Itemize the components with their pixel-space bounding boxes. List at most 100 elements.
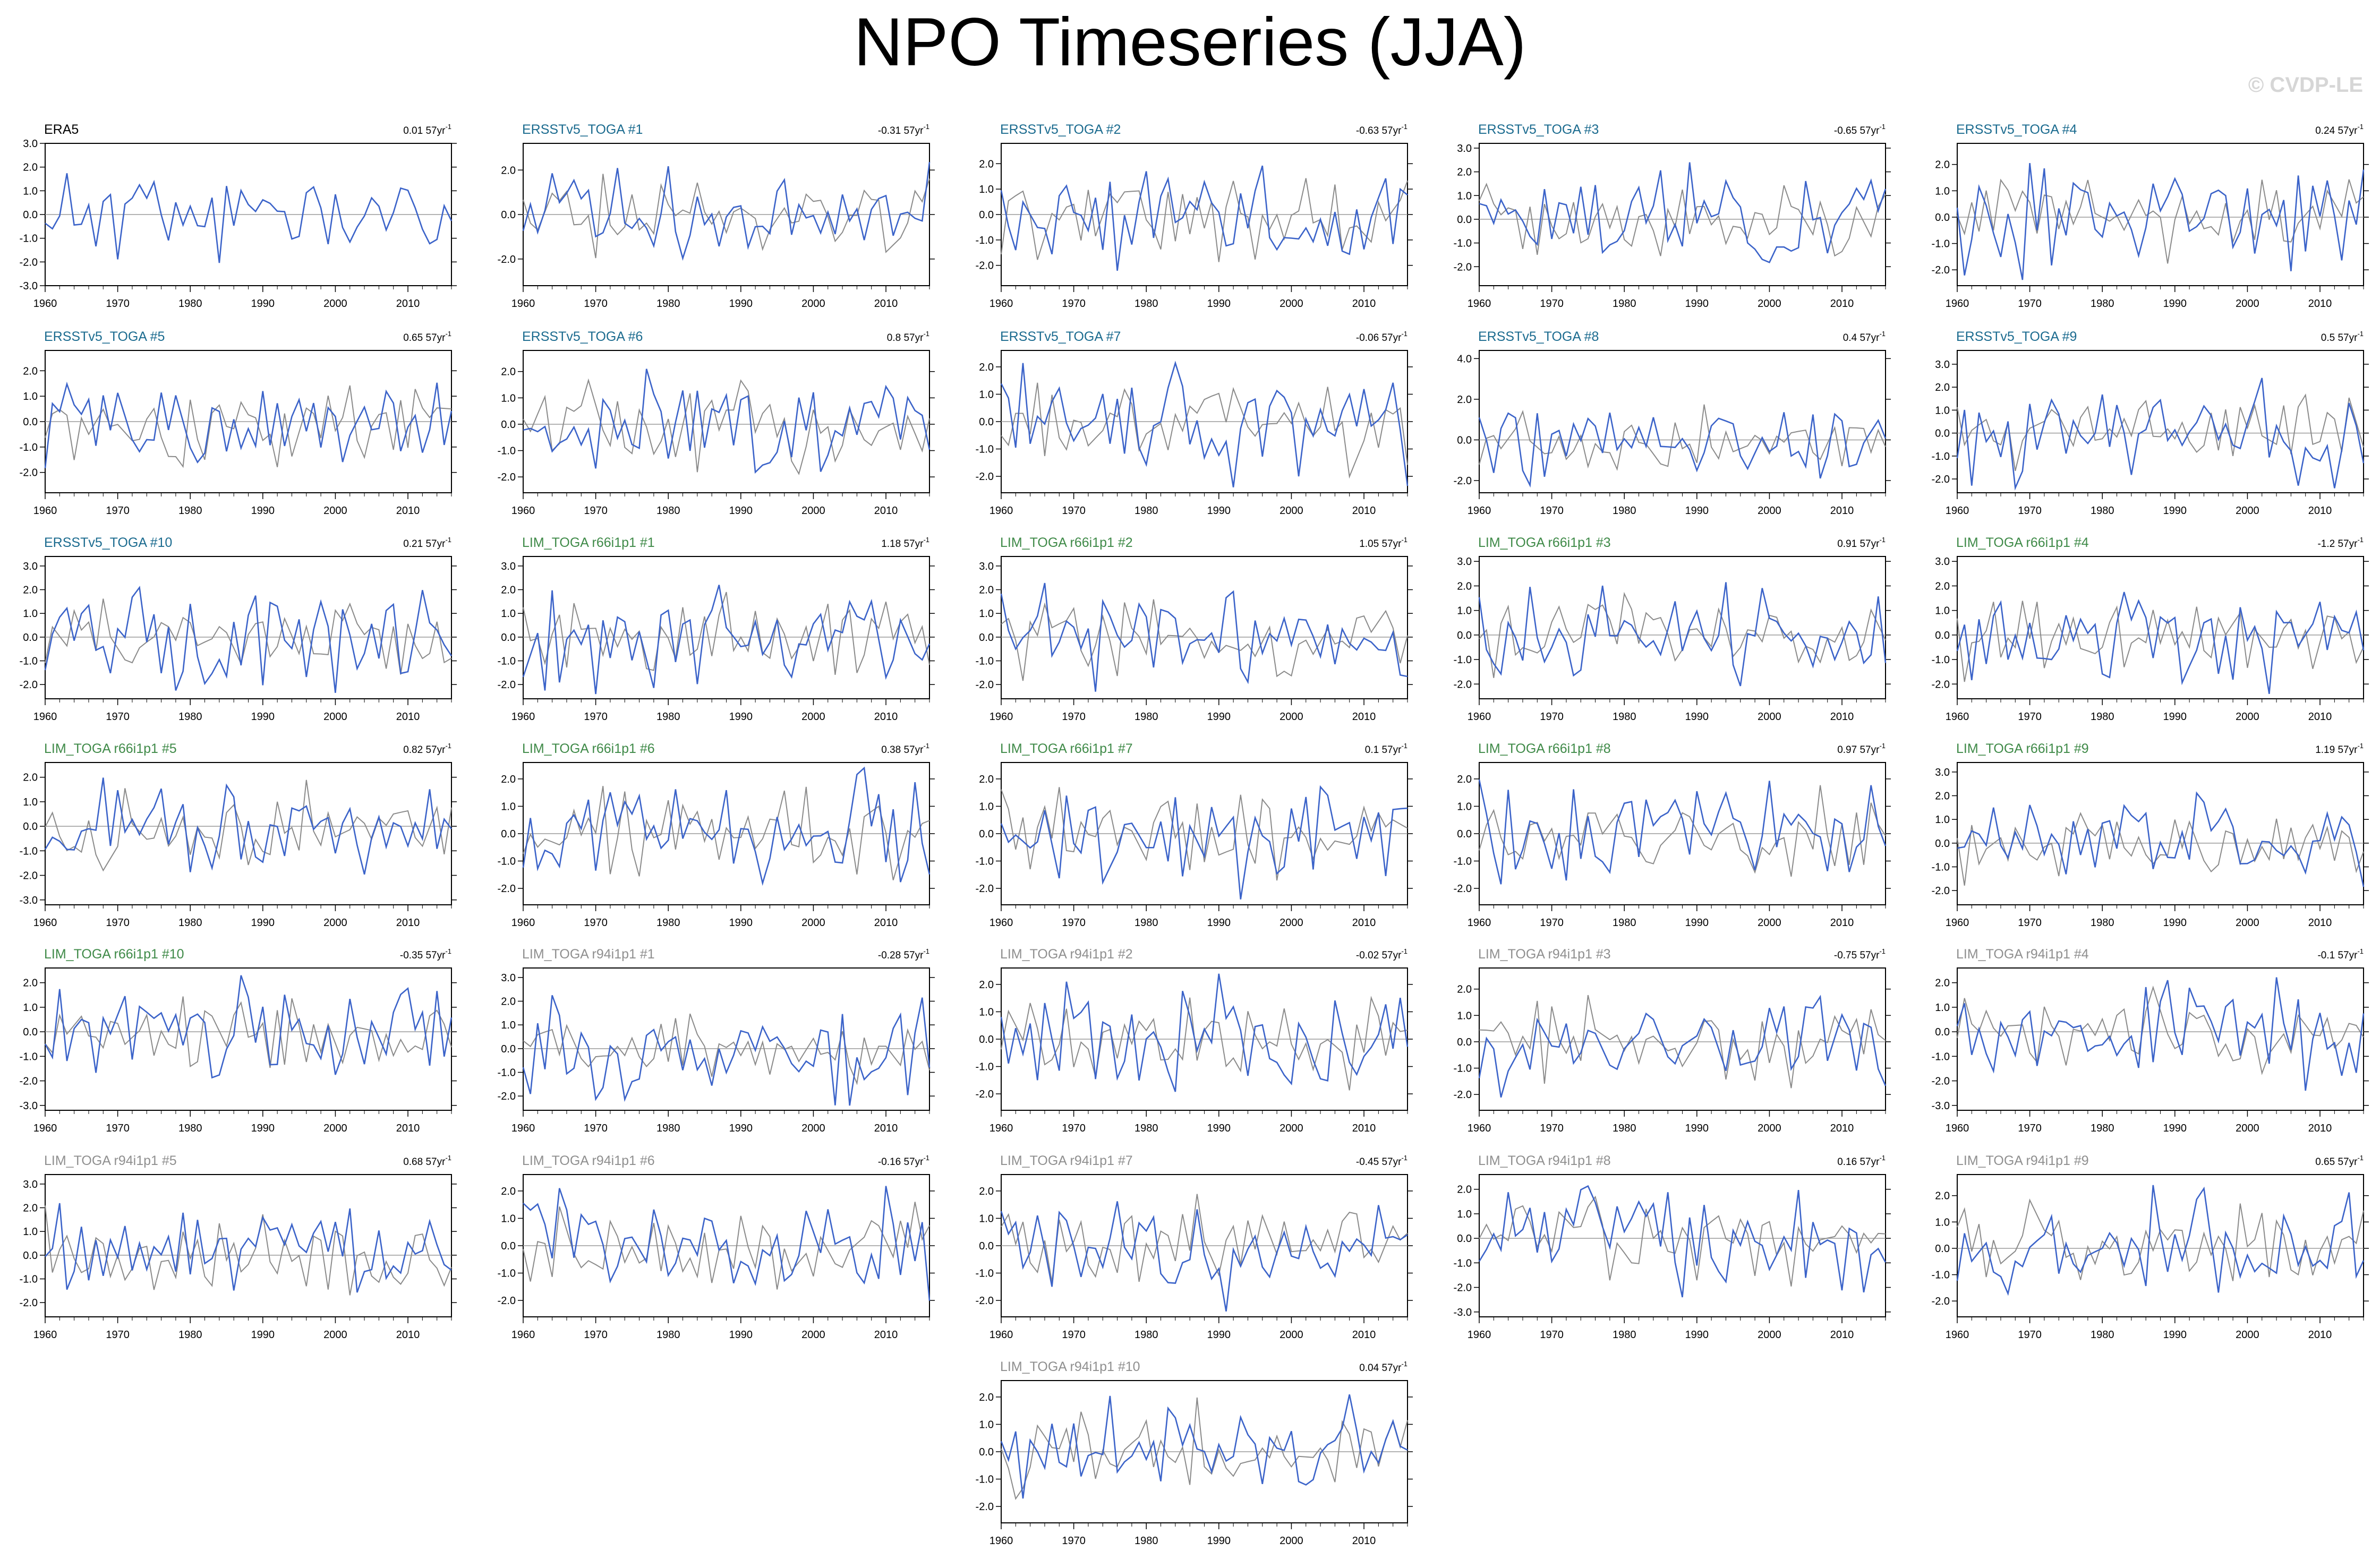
x-tick-label: 2010: [396, 1123, 420, 1134]
x-tick-label: 1970: [584, 1329, 608, 1341]
x-tick-label: 2010: [2308, 298, 2332, 310]
trend-exponent: -1: [923, 1154, 929, 1162]
y-tick-label: -1.0: [976, 1268, 994, 1280]
trend-value: 0.38: [881, 744, 903, 756]
trend-exponent: -1: [923, 742, 929, 750]
trend-value: 0.68: [403, 1156, 425, 1168]
y-tick-label: -2.0: [1454, 1282, 1472, 1294]
y-tick-label: 2.0: [979, 585, 994, 596]
x-tick-label: 1970: [1540, 917, 1564, 929]
y-tick-label: -3.0: [1932, 1100, 1950, 1112]
y-tick-label: -1.0: [20, 656, 38, 667]
trend-unit: 57yr: [1859, 125, 1880, 136]
y-tick-label: -2.0: [20, 256, 38, 268]
plot-frame: [1957, 350, 2364, 493]
trend-exponent: -1: [1879, 742, 1886, 750]
x-tick-label: 1960: [1468, 298, 1491, 310]
x-tick-label: 2000: [1279, 711, 1303, 723]
panel-label: LIM_TOGA r94i1p1 #1: [522, 947, 655, 962]
x-tick-label: 2000: [1279, 917, 1303, 929]
series-line: [1000, 1394, 1408, 1499]
x-tick-label: 1990: [729, 505, 753, 517]
y-tick-label: 1.0: [1935, 605, 1950, 617]
panel-label: LIM_TOGA r94i1p1 #10: [1000, 1359, 1140, 1374]
x-tick-label: 1970: [584, 505, 608, 517]
ensemble-mean-line: [523, 1202, 930, 1290]
panel-6: ERSSTv5_TOGA #5 0.65 57yr-1 2.0 1.0 0.0 -1.0 -…: [20, 329, 457, 517]
y-tick-label: 1.0: [979, 1213, 994, 1224]
x-tick-label: 2010: [874, 917, 898, 929]
x-tick-label: 2010: [2308, 917, 2332, 929]
x-tick-label: 2010: [396, 917, 420, 929]
x-tick-label: 2010: [1352, 711, 1376, 723]
y-tick-label: 2.0: [501, 996, 516, 1008]
series-line: [44, 777, 453, 875]
x-tick-label: 2000: [801, 505, 825, 517]
trend-value: 0.01: [403, 125, 425, 136]
y-tick-label: 1.0: [501, 1019, 516, 1031]
trend-exponent: -1: [445, 536, 451, 544]
x-tick-label: 1960: [989, 1123, 1013, 1134]
x-tick-label: 1980: [1613, 917, 1636, 929]
y-tick-label: -1.0: [1454, 1257, 1472, 1269]
y-tick-label: -2.0: [20, 467, 38, 479]
y-tick-label: 2.0: [501, 165, 516, 176]
x-tick-label: 2000: [1758, 298, 1781, 310]
trend-unit: 57yr: [903, 744, 924, 756]
ensemble-mean-line: [1957, 178, 2364, 264]
y-tick-label: 1.0: [501, 608, 516, 620]
y-tick-label: -1.0: [498, 445, 516, 457]
trend-label: -0.45 57yr-1: [1356, 1154, 1407, 1168]
panel-17: LIM_TOGA r66i1p1 #6 0.38 57yr-1 2.0 1.0 0.0 -…: [498, 741, 935, 929]
x-tick-label: 1980: [2091, 917, 2114, 929]
trend-exponent: -1: [1401, 742, 1407, 750]
trend-unit: 57yr: [903, 125, 924, 136]
panel-13: LIM_TOGA r66i1p1 #2 1.05 57yr-1 3.0 2.0 1.0 0…: [976, 535, 1413, 723]
series-line: [45, 1203, 452, 1293]
x-tick-label: 1970: [1062, 1329, 1086, 1341]
y-tick-label: -2.0: [1454, 1089, 1472, 1101]
x-tick-label: 1970: [584, 1123, 608, 1134]
x-tick-label: 1980: [656, 711, 680, 723]
x-tick-label: 2010: [1830, 917, 1854, 929]
y-tick-label: 0.0: [1935, 1026, 1950, 1038]
panel-23: LIM_TOGA r94i1p1 #2 -0.02 57yr-1 2.0 1.0 0.0…: [976, 947, 1413, 1134]
y-tick-label: 3.0: [501, 561, 516, 572]
x-tick-label: 2010: [2308, 711, 2332, 723]
ensemble-mean-line: [1001, 1397, 1408, 1501]
y-tick-label: 1.0: [1457, 1010, 1472, 1022]
y-tick-label: 0.0: [23, 209, 38, 221]
x-tick-label: 1980: [2091, 1329, 2114, 1341]
x-tick-label: 1960: [33, 1329, 57, 1341]
panel-label: ERSSTv5_TOGA #6: [522, 329, 643, 344]
series-line: [522, 585, 931, 695]
ensemble-mean-line: [45, 598, 452, 675]
trend-label: 0.91 57yr-1: [1837, 536, 1886, 550]
series-line: [1000, 361, 1409, 487]
y-tick-label: -1.0: [1932, 451, 1950, 462]
panel-10: ERSSTv5_TOGA #9 0.5 57yr-1 3.0 2.0 1.0 0.0 -1.…: [1932, 329, 2369, 517]
series-line: [522, 995, 931, 1106]
trend-label: 0.38 57yr-1: [881, 742, 929, 756]
trend-label: 0.21 57yr-1: [403, 536, 451, 550]
x-tick-label: 1990: [1685, 298, 1709, 310]
y-tick-label: 4.0: [1457, 353, 1472, 365]
trend-label: 0.16 57yr-1: [1837, 1154, 1886, 1168]
y-tick-label: -2.0: [498, 883, 516, 895]
y-tick-label: 1.0: [23, 185, 38, 197]
panel-label: LIM_TOGA r66i1p1 #4: [1956, 535, 2089, 550]
panel-12: LIM_TOGA r66i1p1 #1 1.18 57yr-1 3.0 2.0 1.0 0…: [498, 535, 935, 723]
series-line: [1956, 592, 2365, 695]
y-tick-label: 0.0: [979, 416, 994, 428]
trend-value: -0.16: [878, 1156, 904, 1168]
x-tick-label: 1970: [106, 917, 130, 929]
y-tick-label: 0.0: [979, 632, 994, 644]
trend-value: -0.45: [1356, 1156, 1382, 1168]
panel-label: ERSSTv5_TOGA #1: [522, 122, 643, 137]
x-tick-label: 1970: [2018, 917, 2042, 929]
ensemble-mean-line: [1001, 787, 1408, 881]
y-tick-label: -2.0: [20, 679, 38, 691]
trend-exponent: -1: [2357, 123, 2364, 131]
x-tick-label: 1990: [1207, 1535, 1231, 1547]
panel-9: ERSSTv5_TOGA #8 0.4 57yr-1 4.0 2.0 0.0 -2.0 19…: [1454, 329, 1891, 517]
